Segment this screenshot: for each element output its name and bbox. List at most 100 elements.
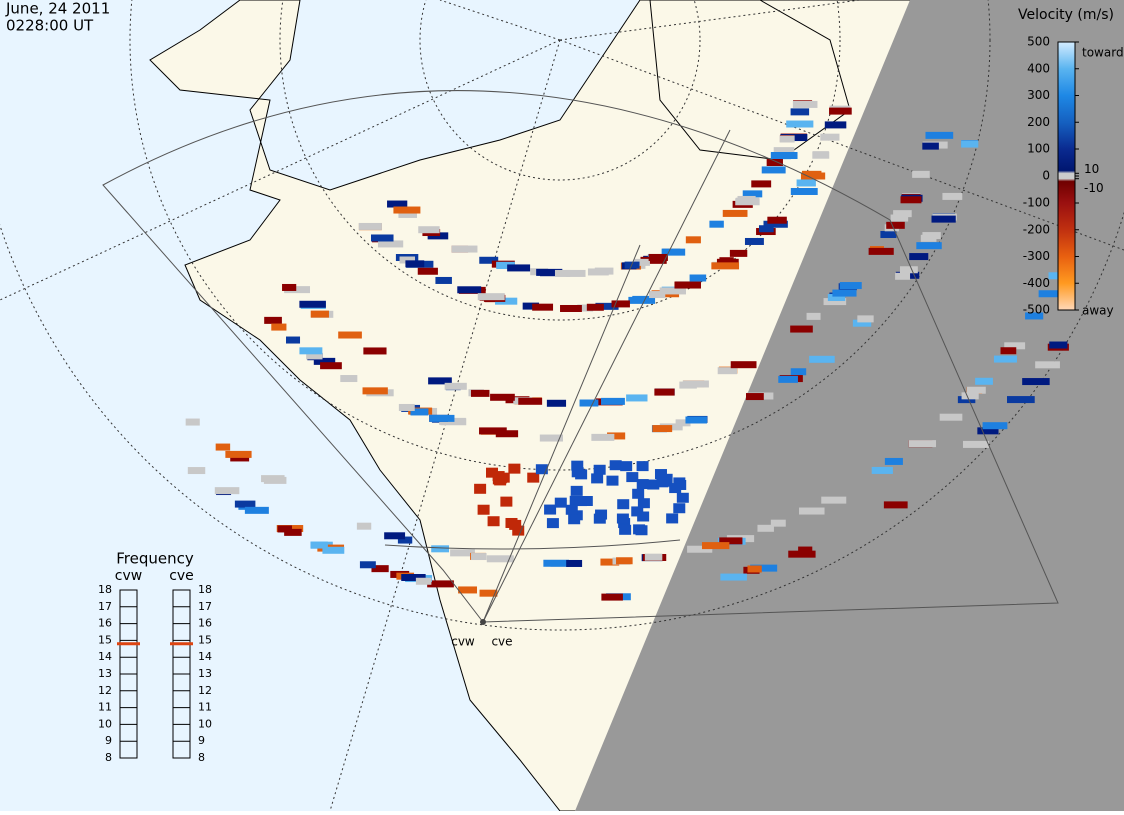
echo-cell [536,268,563,276]
echo-cell [486,555,514,563]
echo-cell [682,380,709,388]
echo-cell [313,357,336,365]
echo-cell [654,469,667,480]
echo-cell [358,222,382,230]
echo-cell [744,237,764,245]
echo-cell [962,440,990,448]
echo-cell [719,537,743,545]
echo-cell [827,294,846,302]
echo-cell [661,248,686,256]
echo-cell [871,466,893,474]
echo-cell [1022,378,1050,386]
echo-cell [527,472,540,483]
echo-cell [393,206,421,214]
echo-cell [737,195,756,203]
echo-cell [495,297,518,305]
radar-name: cvw [115,568,142,584]
echo-cell [966,386,986,394]
echo-cell [512,525,525,536]
colorbar-tick-label: 200 [1027,115,1050,129]
frequency-title: Frequency [116,550,194,568]
echo-cell [790,187,818,195]
echo-cell [451,245,478,253]
echo-cell [619,524,632,535]
echo-cell [909,253,929,261]
echo-cell [957,396,976,404]
echo-cell [649,291,666,299]
echo-cell [750,564,778,572]
echo-cell [673,477,686,488]
echo-cell [571,460,584,471]
colorbar-tick-label: -100 [1023,196,1050,210]
echo-cell [1038,290,1063,298]
fields-of-view [102,90,1059,623]
frequency-tick-label: 8 [198,751,205,764]
echo-cell [359,561,376,569]
echo-cell [939,413,963,421]
echo-cell [720,573,747,581]
echo-cell [444,382,467,390]
echo-cell [535,464,548,475]
echo-cell [532,303,554,311]
echo-cell [508,463,521,474]
echo-cell [654,388,675,396]
echo-cell [591,473,604,484]
echo-cell [616,513,629,524]
echo-cell [798,546,813,554]
echo-cell [900,196,922,204]
echo-cell [320,362,342,370]
echo-cell [669,483,682,494]
frequency-tick-label: 10 [98,717,112,730]
echo-cell [637,498,650,509]
echo-cell [1025,312,1044,320]
echo-cell [790,368,807,376]
echo-cell [496,261,515,269]
echo-cell [284,286,311,294]
colorbar-tick-label: 100 [1027,142,1050,156]
echo-cell [647,479,660,490]
echo-cell [767,216,787,224]
echo-cell [566,559,583,567]
toward-label: toward [1082,46,1124,60]
echo-cell [470,553,487,561]
echo-cell [770,519,786,527]
frequency-tick-label: 12 [198,684,212,697]
echo-cell [560,305,582,312]
colorbar-tick-label: 10 [1084,162,1099,176]
echo-cell [773,147,795,155]
echo-cell [546,518,559,529]
echo-cell [675,419,691,427]
echo-cell [751,180,772,188]
echo-cell [543,559,569,567]
echo-cell [880,231,897,239]
echo-cell [806,312,821,320]
echo-cell [299,300,326,308]
echo-cell [920,234,937,242]
echo-cell [626,472,639,483]
echo-cell [824,121,847,129]
echo-cell [554,269,571,277]
echo-cell [676,492,689,503]
echo-cell [648,253,668,261]
frequency-tick-label: 17 [198,600,212,613]
echo-cell [1000,347,1017,355]
echo-cell [429,414,455,422]
echo-cell [310,310,329,318]
echo-cell [766,158,783,166]
echo-cell [284,528,302,536]
echo-cell [457,286,482,294]
echo-cell [286,336,301,344]
echo-cell [757,524,774,532]
echo-cell [857,315,874,323]
echo-cell [778,375,798,383]
echo-cell [895,272,911,280]
echo-cell [398,210,417,218]
frequency-tick-label: 8 [105,751,112,764]
site-label: cve [491,635,512,649]
echo-cell [370,234,394,242]
frequency-tick-label: 11 [98,701,112,714]
echo-cell [244,506,269,514]
echo-cell [494,475,507,486]
velocity-colorbar [1057,41,1076,311]
